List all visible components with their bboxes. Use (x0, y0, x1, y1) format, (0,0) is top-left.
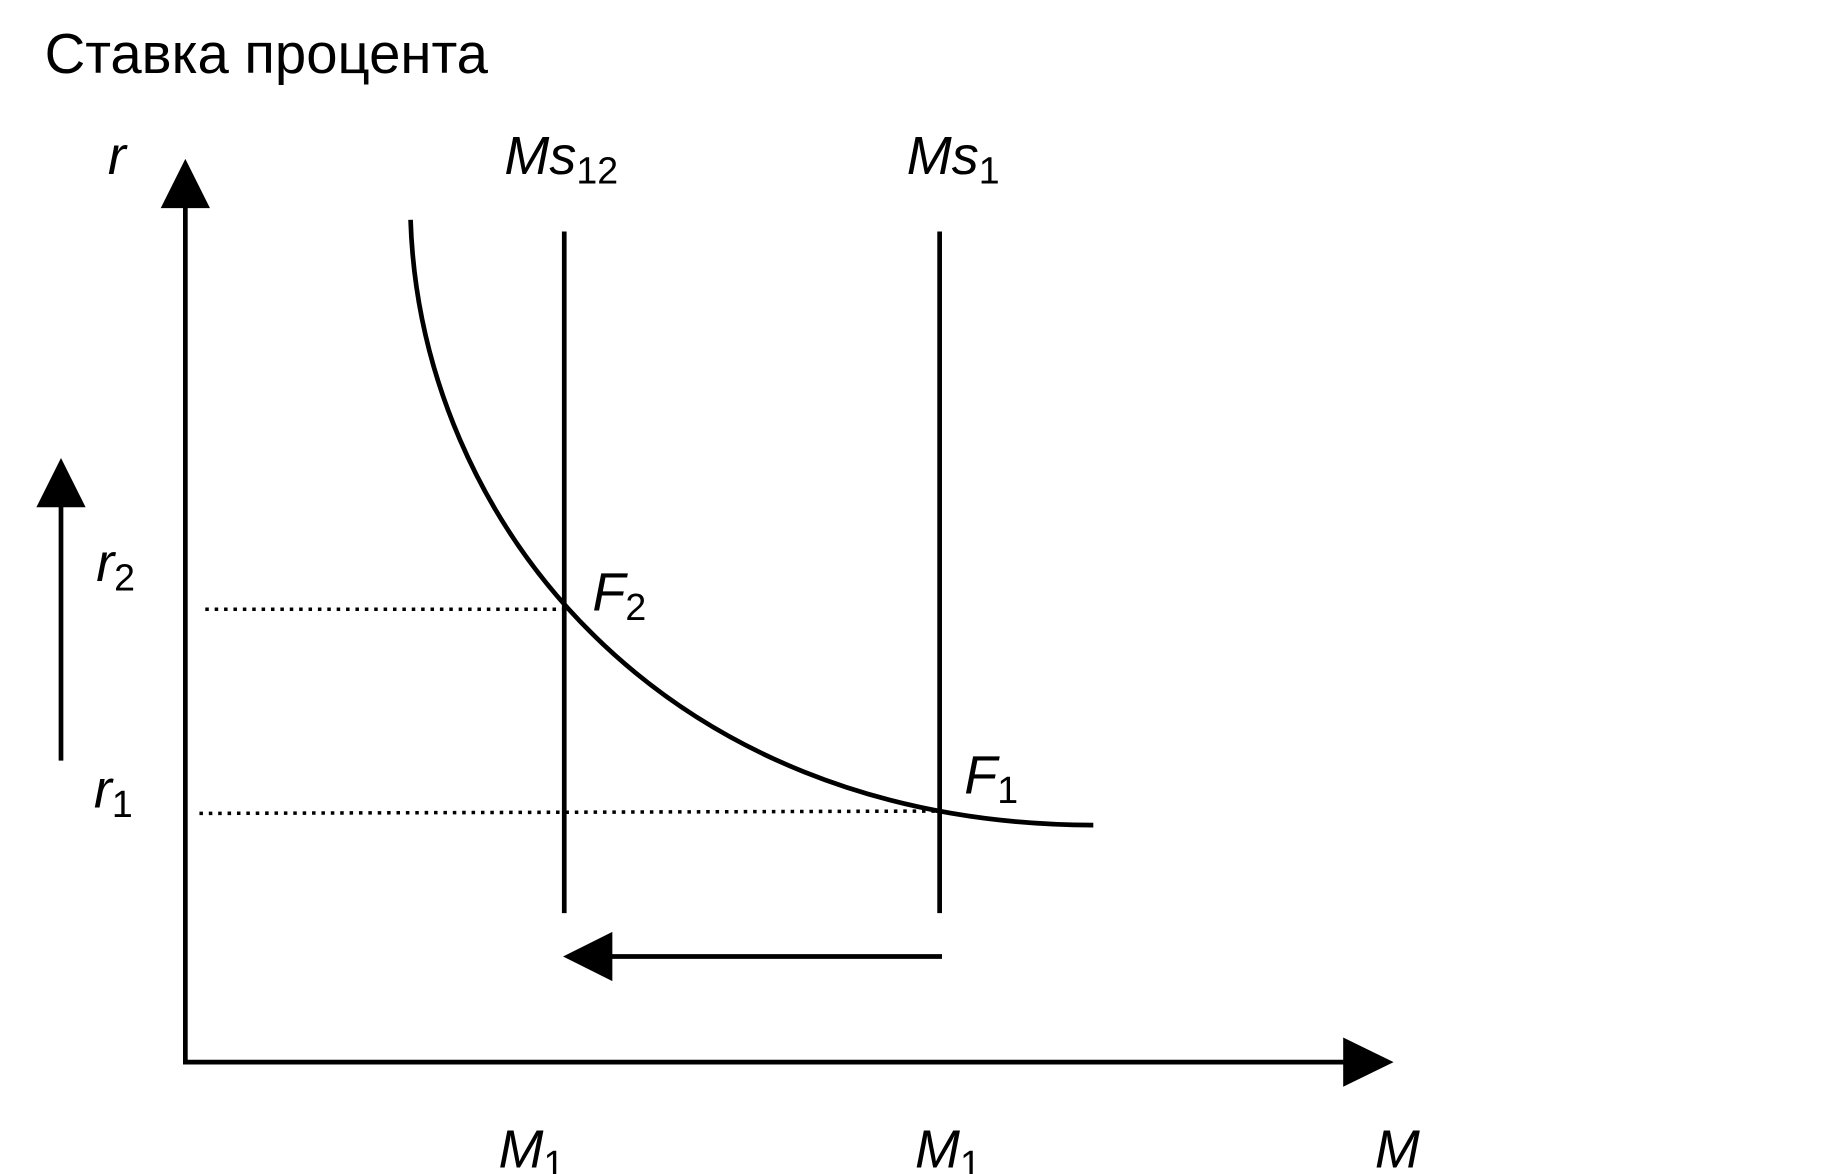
shift-arrow-head (563, 931, 613, 982)
x-level-label: M1 (499, 1120, 565, 1174)
y-axis-arrow (160, 158, 210, 209)
supply-label: Ms1 (907, 126, 1000, 191)
label: r (96, 533, 116, 593)
supply-label: Ms12 (504, 126, 618, 191)
x-axis-label: M (1375, 1120, 1420, 1174)
label: Ms (504, 126, 576, 186)
subscript: 2 (114, 557, 135, 599)
subscript: 1 (960, 1143, 981, 1174)
subscript: 1 (544, 1143, 565, 1174)
point-label: F2 (592, 562, 646, 627)
x-axis-arrow (1343, 1037, 1394, 1087)
subscript: 2 (625, 586, 646, 628)
x-level-label: M1 (915, 1120, 981, 1174)
y-level-label: r2 (96, 533, 135, 598)
title: Ставка процента (45, 22, 489, 85)
label: F (964, 745, 1000, 805)
y-level-label: r1 (94, 760, 133, 825)
demand-curve (408, 219, 1094, 828)
subscript: 1 (997, 769, 1018, 811)
guide-line (199, 809, 940, 816)
rise-arrow-head (36, 457, 86, 508)
label: r (94, 760, 114, 820)
y-axis-label: r (108, 126, 128, 186)
point-label: F1 (964, 745, 1018, 810)
subscript: 12 (576, 149, 618, 191)
label: M (499, 1120, 544, 1174)
subscript: 1 (979, 149, 1000, 191)
subscript: 1 (112, 783, 133, 825)
label: F (592, 562, 628, 622)
label: M (915, 1120, 960, 1174)
label: Ms (907, 126, 979, 186)
